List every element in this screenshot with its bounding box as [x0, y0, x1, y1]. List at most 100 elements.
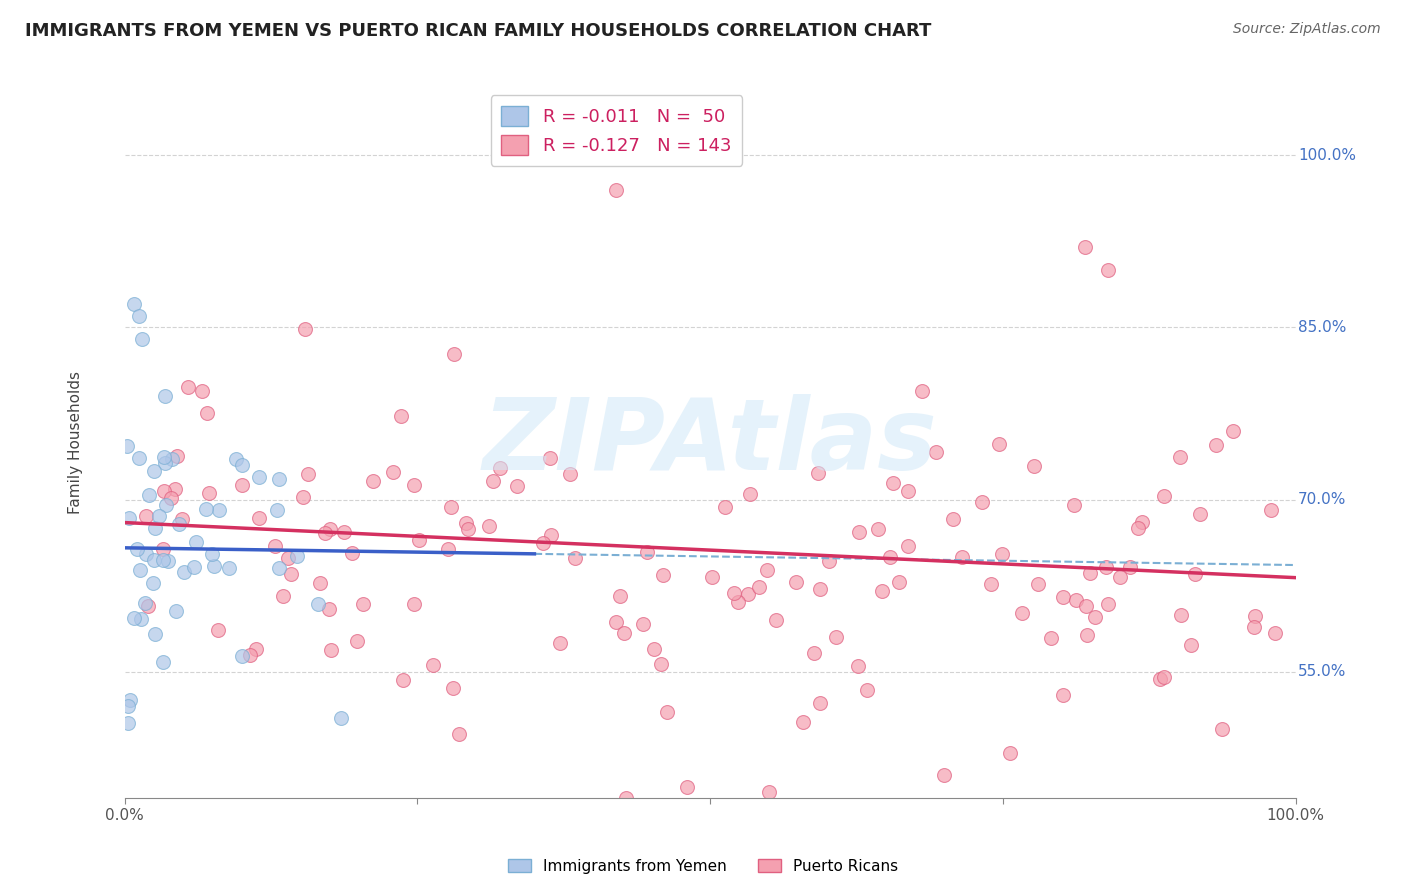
Point [231, 648, 253, 663]
Point [803, 646, 825, 660]
Point [540, 528, 562, 542]
Point [183, 559, 205, 574]
Point [1084, 610, 1107, 624]
Point [1222, 424, 1244, 438]
Point [145, 627, 167, 641]
Point [152, 483, 174, 498]
Point [245, 641, 267, 656]
Point [176, 379, 198, 393]
Point [1180, 639, 1202, 653]
Point [266, 502, 288, 516]
Point [1153, 670, 1175, 684]
Point [740, 487, 762, 501]
Point [808, 582, 831, 596]
Point [263, 539, 285, 553]
Point [292, 490, 315, 504]
Point [481, 474, 503, 488]
Point [650, 657, 672, 671]
Point [723, 585, 745, 599]
Point [889, 574, 911, 589]
Point [825, 630, 848, 644]
Point [152, 542, 174, 557]
Point [163, 482, 186, 496]
Point [456, 516, 478, 530]
Point [1022, 458, 1045, 473]
Point [636, 545, 658, 559]
Point [208, 503, 231, 517]
Point [127, 541, 149, 556]
Point [925, 444, 948, 458]
Point [1126, 521, 1149, 535]
Point [505, 479, 527, 493]
Point [988, 437, 1011, 451]
Point [911, 384, 934, 398]
Point [297, 467, 319, 481]
Point [1026, 577, 1049, 591]
Point [134, 596, 156, 610]
Point [950, 550, 973, 565]
Point [309, 576, 332, 591]
Point [872, 584, 894, 599]
Point [271, 590, 294, 604]
Point [122, 297, 145, 311]
Point [128, 309, 150, 323]
Point [1039, 631, 1062, 645]
Point [191, 384, 214, 398]
Point [866, 522, 889, 536]
Point [280, 566, 302, 581]
Point [655, 705, 678, 719]
Point [142, 553, 165, 567]
Point [1168, 450, 1191, 465]
Point [294, 322, 316, 336]
Point [340, 546, 363, 560]
Point [167, 516, 190, 531]
Point [489, 461, 512, 475]
Point [1184, 566, 1206, 581]
Point [285, 549, 308, 564]
Point [1074, 599, 1097, 614]
Point [897, 483, 920, 498]
Point [155, 389, 177, 403]
Point [1211, 722, 1233, 736]
Point [346, 633, 368, 648]
Text: Source: ZipAtlas.com: Source: ZipAtlas.com [1233, 22, 1381, 37]
Point [737, 587, 759, 601]
Point [1119, 560, 1142, 574]
Text: IMMIGRANTS FROM YEMEN VS PUERTO RICAN FAMILY HOUSEHOLDS CORRELATION CHART: IMMIGRANTS FROM YEMEN VS PUERTO RICAN FA… [25, 22, 932, 40]
Point [195, 406, 218, 420]
Point [560, 467, 582, 481]
Point [675, 780, 697, 794]
Point [160, 491, 183, 505]
Point [138, 599, 160, 614]
Point [319, 643, 342, 657]
Point [239, 648, 262, 662]
Point [942, 512, 965, 526]
Text: 55.0%: 55.0% [1298, 665, 1347, 680]
Point [631, 617, 654, 632]
Point [152, 655, 174, 669]
Point [231, 458, 253, 472]
Point [848, 524, 870, 539]
Point [818, 554, 841, 568]
Point [1260, 502, 1282, 516]
Point [195, 502, 218, 516]
Point [141, 576, 163, 591]
Point [605, 615, 627, 629]
Point [443, 347, 465, 361]
Point [165, 604, 187, 618]
Point [120, 693, 142, 707]
Point [1011, 607, 1033, 621]
Point [702, 569, 724, 583]
Point [225, 452, 247, 467]
Point [173, 565, 195, 579]
Legend: Immigrants from Yemen, Puerto Ricans: Immigrants from Yemen, Puerto Ricans [502, 853, 904, 880]
Point [449, 727, 471, 741]
Point [440, 500, 463, 515]
Point [408, 533, 430, 547]
Point [269, 472, 291, 486]
Point [855, 683, 877, 698]
Point [143, 521, 166, 535]
Point [972, 495, 994, 509]
Point [148, 508, 170, 523]
Point [382, 465, 405, 479]
